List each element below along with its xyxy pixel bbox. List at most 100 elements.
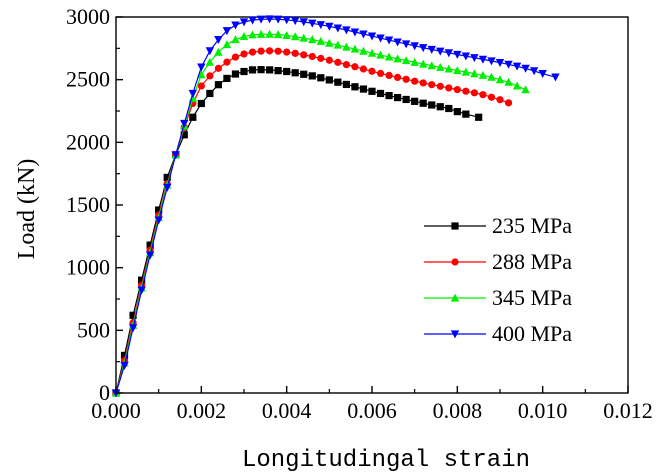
data-point: [231, 70, 240, 78]
data-point: [436, 62, 445, 71]
data-point: [197, 63, 206, 72]
x-tick-label: 0.010: [518, 398, 568, 423]
data-point: [428, 101, 436, 109]
legend-label: 345 MPa: [492, 285, 572, 310]
data-point: [222, 27, 232, 36]
data-point: [138, 276, 146, 284]
legend-label: 400 MPa: [492, 321, 572, 346]
legend-marker: [451, 258, 459, 266]
data-point: [333, 40, 343, 49]
legend-entry: 288 MPa: [424, 249, 572, 274]
data-point: [470, 54, 479, 63]
data-point: [214, 35, 223, 44]
data-point: [248, 66, 257, 74]
data-point: [367, 48, 377, 57]
x-tick-label: 0.000: [91, 398, 141, 423]
data-point: [231, 35, 240, 44]
y-axis-title: Load (kN): [14, 159, 40, 260]
data-point: [180, 131, 188, 139]
data-point: [257, 47, 265, 55]
data-point: [291, 49, 299, 57]
series-line: [115, 68, 479, 394]
y-tick-label: 500: [77, 317, 110, 342]
data-point: [504, 99, 513, 107]
series-345-mpa: [111, 29, 530, 397]
data-point: [419, 59, 428, 68]
data-point: [273, 30, 283, 39]
data-point: [453, 50, 462, 59]
data-point: [325, 76, 333, 84]
legend-marker: [450, 293, 460, 302]
data-point: [137, 286, 146, 295]
data-point: [504, 77, 513, 86]
data-point: [376, 69, 385, 77]
data-point: [419, 44, 428, 53]
legend-marker: [451, 222, 459, 230]
data-point: [436, 47, 445, 56]
legend: 235 MPa 288 MPa 345 MPa 400 MPa: [424, 213, 572, 346]
data-point: [197, 70, 206, 79]
data-point: [248, 16, 257, 25]
legend-marker: [450, 330, 460, 339]
data-point: [384, 52, 394, 61]
data-point: [265, 15, 274, 24]
data-point: [436, 82, 444, 90]
x-tick-label: 0.002: [177, 398, 227, 423]
y-tick-label: 3000: [66, 4, 110, 29]
data-point: [214, 64, 222, 72]
data-point: [120, 361, 129, 370]
data-point: [206, 89, 214, 98]
y-tick-label: 2000: [66, 129, 110, 154]
data-point: [120, 351, 129, 359]
y-tick-label: 2500: [66, 67, 110, 92]
data-point: [453, 108, 461, 116]
data-point: [299, 33, 308, 42]
y-tick-label: 0: [99, 380, 110, 405]
data-point: [521, 64, 530, 73]
data-point: [538, 70, 547, 79]
data-point: [300, 70, 308, 78]
data-point: [342, 61, 350, 69]
data-point: [461, 52, 471, 61]
data-point: [273, 15, 283, 24]
series-288-mpa: [112, 47, 513, 397]
data-point: [325, 38, 334, 47]
data-point: [393, 38, 402, 47]
data-point: [317, 54, 325, 62]
data-point: [334, 78, 342, 86]
data-point: [257, 66, 265, 74]
x-tick-label: 0.004: [262, 398, 312, 423]
data-point: [308, 52, 316, 61]
data-point: [188, 89, 197, 98]
data-point: [401, 40, 411, 49]
data-point: [274, 47, 282, 55]
data-point: [427, 45, 436, 54]
data-point: [487, 93, 496, 101]
data-point: [266, 66, 274, 74]
data-point: [283, 67, 291, 76]
data-point: [350, 44, 360, 53]
data-point: [206, 72, 214, 80]
data-point: [342, 80, 350, 89]
data-point: [512, 81, 522, 90]
data-point: [368, 67, 376, 75]
data-point: [256, 15, 266, 24]
data-point: [282, 16, 291, 25]
data-point: [163, 173, 171, 182]
data-point: [222, 40, 232, 49]
data-point: [410, 42, 419, 51]
data-point: [291, 69, 299, 77]
data-point: [197, 82, 205, 90]
data-point: [376, 50, 385, 59]
data-point: [487, 57, 496, 66]
data-point: [512, 62, 522, 71]
data-point: [359, 46, 368, 55]
data-point: [154, 216, 163, 225]
data-point: [368, 87, 376, 95]
data-point: [402, 75, 410, 83]
series-line: [115, 33, 526, 394]
data-point: [163, 183, 172, 192]
data-point: [274, 67, 282, 75]
data-point: [470, 69, 479, 78]
